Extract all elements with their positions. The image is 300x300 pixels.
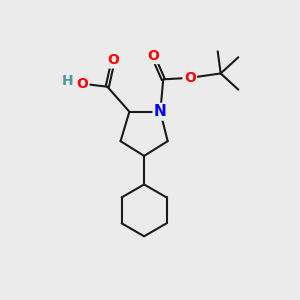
Text: O: O <box>147 49 159 63</box>
Text: O: O <box>184 71 196 85</box>
Text: N: N <box>154 104 167 119</box>
Text: O: O <box>76 77 88 91</box>
Text: H: H <box>62 74 74 88</box>
Text: O: O <box>107 53 119 67</box>
